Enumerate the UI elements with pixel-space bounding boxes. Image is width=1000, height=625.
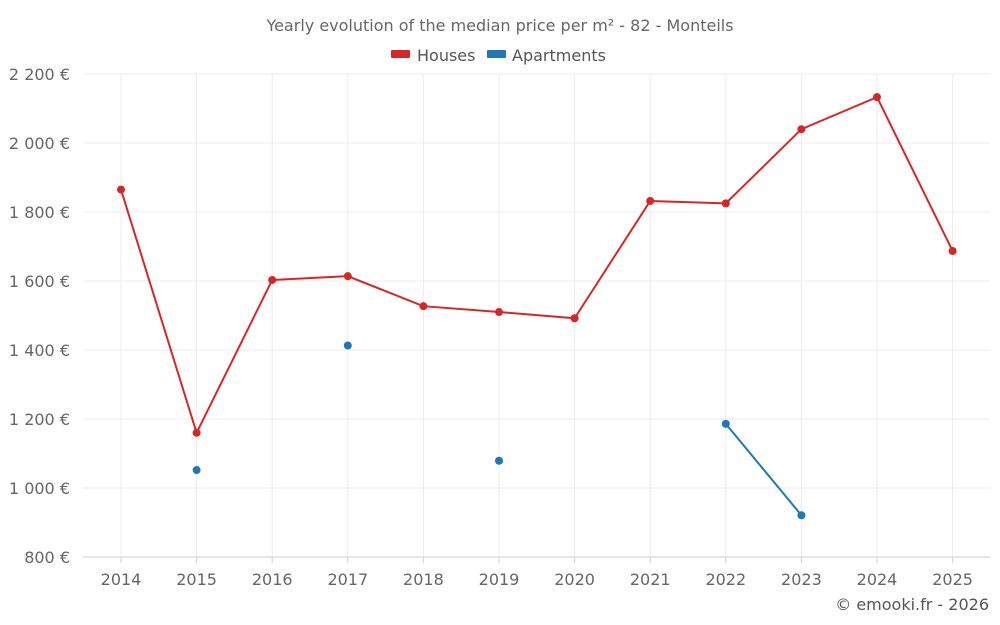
x-tick-label: 2021 — [630, 570, 671, 589]
x-tick-label: 2018 — [403, 570, 444, 589]
x-tick-label: 2023 — [781, 570, 822, 589]
y-tick-label: 1 200 € — [9, 410, 70, 429]
data-point-apartments[interactable] — [721, 419, 730, 428]
data-point-apartments[interactable] — [797, 511, 806, 520]
legend-houses-label[interactable]: Houses — [417, 46, 475, 65]
data-point-houses[interactable] — [419, 302, 428, 311]
y-tick-label: 1 000 € — [9, 479, 70, 498]
y-tick-label: 1 800 € — [9, 203, 70, 222]
series-line-apartments — [725, 423, 803, 516]
y-tick-label: 1 600 € — [9, 272, 70, 291]
x-tick-label: 2020 — [554, 570, 595, 589]
data-point-houses[interactable] — [721, 199, 730, 208]
y-tick-label: 1 400 € — [9, 341, 70, 360]
y-tick-label: 800 € — [24, 548, 70, 567]
data-point-houses[interactable] — [117, 185, 125, 194]
data-point-apartments[interactable] — [192, 466, 201, 475]
y-tick-label: 2 000 € — [9, 134, 70, 153]
legend-apartments-label[interactable]: Apartments — [512, 46, 606, 65]
data-point-houses[interactable] — [948, 246, 957, 255]
x-tick-label: 2015 — [176, 570, 217, 589]
series-line-houses — [120, 96, 954, 434]
data-point-houses[interactable] — [343, 272, 352, 281]
credit-text: © emooki.fr - 2026 — [835, 595, 989, 614]
data-point-houses[interactable] — [570, 314, 579, 323]
y-tick-label: 2 200 € — [9, 65, 70, 84]
x-tick-label: 2016 — [252, 570, 293, 589]
data-point-houses[interactable] — [268, 275, 277, 284]
x-tick-label: 2024 — [857, 570, 898, 589]
series — [117, 93, 957, 520]
legend-apartments-swatch — [487, 50, 506, 58]
x-tick-label: 2019 — [479, 570, 520, 589]
data-point-houses[interactable] — [646, 196, 655, 205]
legend: Houses Apartments — [391, 46, 606, 65]
chart-title: Yearly evolution of the median price per… — [265, 16, 733, 35]
series-apartments — [192, 341, 806, 520]
data-point-houses[interactable] — [873, 93, 881, 102]
y-axis-ticks: 800 € 1 000 € 1 200 € 1 400 € 1 600 € 1 800 €… — [9, 65, 70, 567]
x-tick-label: 2025 — [932, 570, 973, 589]
legend-houses-swatch — [391, 50, 410, 58]
x-tick-label: 2022 — [705, 570, 746, 589]
data-point-apartments[interactable] — [495, 456, 503, 465]
data-point-houses[interactable] — [495, 308, 503, 317]
data-point-apartments[interactable] — [343, 341, 352, 350]
x-axis-ticks: 2014 2015 2016 2017 2018 2019 2020 2021 2022 2023… — [101, 570, 973, 589]
series-houses — [117, 93, 957, 437]
x-tick-label: 2014 — [101, 570, 142, 589]
data-point-houses[interactable] — [797, 125, 806, 134]
x-tick-label: 2017 — [327, 570, 368, 589]
data-point-houses[interactable] — [192, 428, 201, 437]
grid-lines — [83, 73, 990, 563]
